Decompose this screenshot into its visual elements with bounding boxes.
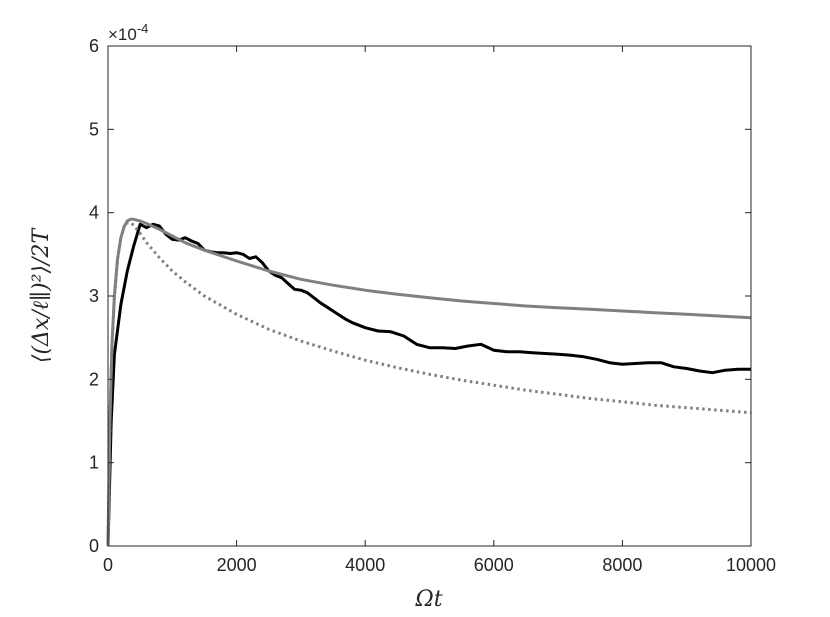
y-tick-label: 5 — [89, 119, 99, 139]
y-tick-label: 1 — [89, 453, 99, 473]
x-axis: 0 2000 4000 6000 8000 10000 — [103, 46, 776, 575]
series-layer — [106, 217, 752, 547]
y-tick-label: 2 — [89, 369, 99, 389]
y-tick-label: 4 — [89, 203, 99, 223]
x-tick-label: 0 — [103, 555, 113, 575]
series-line-gray-dotted-curve — [106, 221, 752, 547]
x-tick-label: 2000 — [217, 555, 257, 575]
x-tick-label: 10000 — [726, 555, 776, 575]
x-axis-label: Ωt — [414, 587, 442, 612]
y-axis-label: ⟨(Δx/ℓ∥)²⟩/2T — [29, 227, 54, 364]
plot-area — [108, 46, 751, 546]
x-tick-label: 6000 — [474, 555, 514, 575]
y-exponent-power: -4 — [137, 21, 149, 36]
x-tick-label: 4000 — [345, 555, 385, 575]
x-tick-label: 8000 — [602, 555, 642, 575]
y-tick-label: 3 — [89, 286, 99, 306]
y-exponent-label: ×10-4 — [108, 21, 148, 44]
y-tick-label: 0 — [89, 536, 99, 556]
y-tick-label: 6 — [89, 36, 99, 56]
y-axis: 0 1 2 3 4 5 6 — [89, 36, 751, 556]
